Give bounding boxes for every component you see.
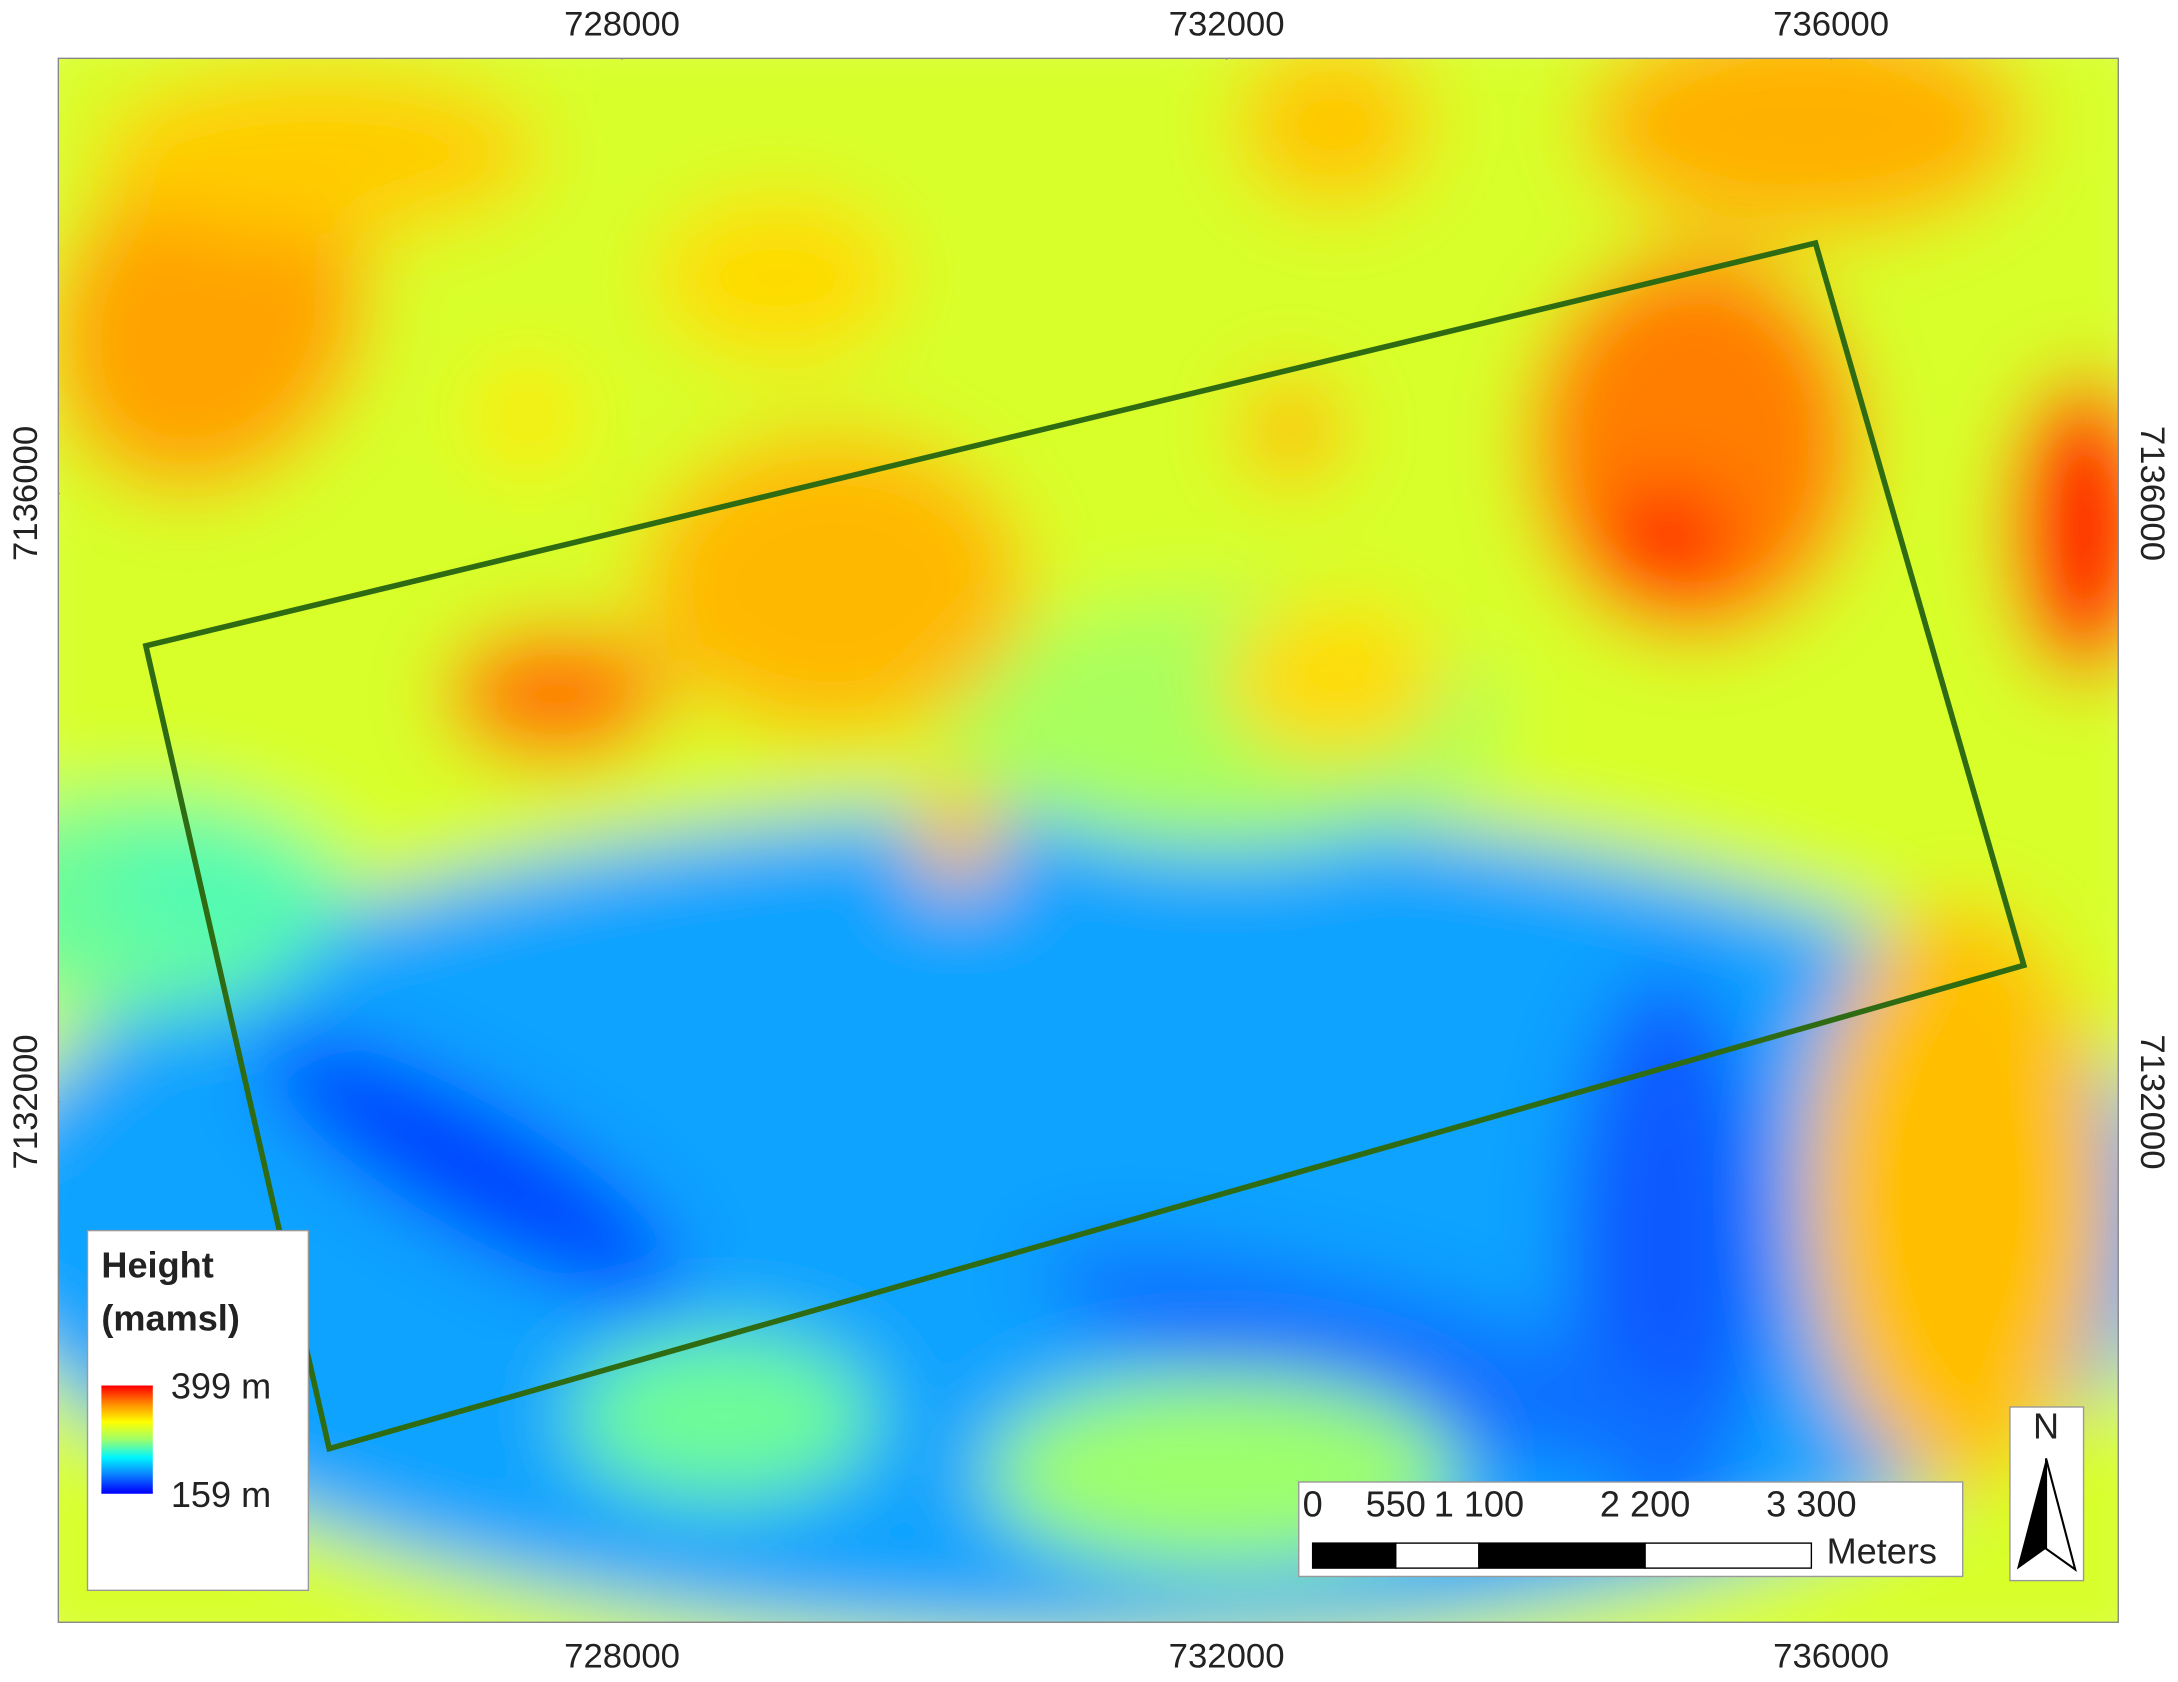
scale-segment (1311, 1542, 1397, 1569)
legend-min-label: 159 m (171, 1474, 271, 1515)
x-tick-label: 736000 (1773, 6, 1889, 44)
study-area-outline (142, 239, 2028, 1453)
terrain-patch (569, 1333, 876, 1501)
scale-label: 2 200 (1600, 1484, 1690, 1525)
x-tick-label: 736000 (1773, 1638, 1889, 1676)
scale-label: 0 (1303, 1484, 1323, 1525)
map-frame (57, 57, 2119, 1623)
terrain-patch (472, 361, 584, 473)
terrain-patch (1236, 375, 1348, 487)
y-tick-label: 7136000 (2133, 426, 2171, 561)
y-tick-label: 7132000 (2133, 1034, 2171, 1169)
scale-segment (1644, 1542, 1813, 1569)
terrain-patch (1805, 902, 2112, 1487)
north-label: N (2033, 1406, 2059, 1447)
legend-title: Height (101, 1245, 213, 1286)
legend: Height (mamsl) 399 m 159 m (86, 1229, 310, 1592)
scale-bar: Meters 0 550 1 100 2 200 3 300 (1298, 1481, 1964, 1578)
terrain-patch (97, 819, 348, 959)
x-tick-label: 728000 (564, 6, 680, 44)
color-ramp (101, 1386, 153, 1494)
terrain-patch (1222, 604, 1445, 757)
x-tick-label: 732000 (1169, 6, 1285, 44)
terrain-patch (1039, 1246, 1739, 1477)
terrain-patch (1583, 58, 2028, 237)
x-tick-label: 732000 (1169, 1638, 1285, 1676)
terrain-patch (638, 430, 1028, 737)
terrain-patch (916, 777, 1001, 889)
terrain-patch (2007, 375, 2119, 681)
terrain-patch (265, 1036, 680, 1297)
y-tick-label: 7136000 (7, 426, 45, 561)
legend-title: (mamsl) (101, 1297, 239, 1338)
arrow-left (2016, 1458, 2047, 1570)
scale-segment (1478, 1542, 1646, 1569)
terrain-patch (97, 69, 542, 237)
terrain-patch (652, 194, 903, 362)
north-arrow: N (2009, 1406, 2085, 1582)
x-tick-label: 728000 (564, 1638, 680, 1676)
scale-label: 1 100 (1434, 1484, 1524, 1525)
arrow-right (2045, 1458, 2077, 1573)
terrain-patch (444, 625, 667, 764)
scale-segment (1395, 1542, 1480, 1569)
legend-max-label: 399 m (171, 1365, 271, 1406)
scale-label: 550 (1366, 1484, 1426, 1525)
scale-unit: Meters (1827, 1531, 1937, 1572)
terrain-patch (1597, 486, 1737, 598)
y-tick-label: 7132000 (7, 1034, 45, 1169)
terrain-patch (1236, 58, 1431, 209)
scale-label: 3 300 (1766, 1484, 1856, 1525)
